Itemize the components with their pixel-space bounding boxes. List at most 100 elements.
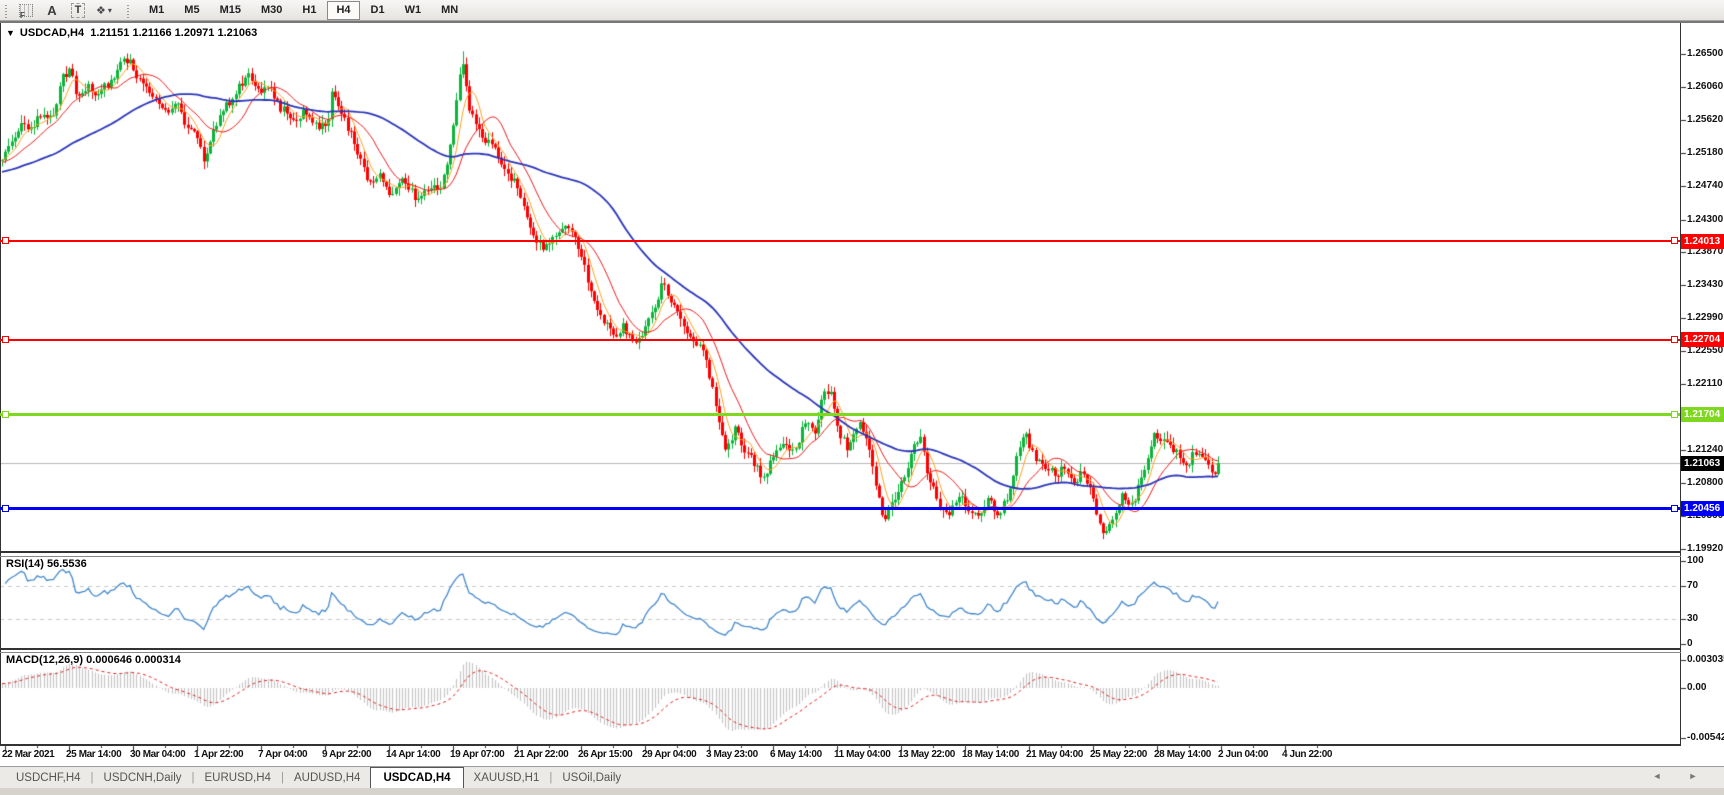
timeframe-mn[interactable]: MN — [441, 3, 459, 16]
date-label: 9 Apr 22:00 — [322, 749, 372, 760]
freehand-tool-icon[interactable]: F — [14, 1, 38, 20]
chart-tab-eurusd[interactable]: EURUSD,H4 — [204, 771, 271, 784]
price-axis-tick: 1.26060 — [1687, 81, 1724, 93]
price-axis-tick: 1.25180 — [1687, 147, 1724, 159]
tab-separator: | — [191, 771, 195, 784]
status-strip — [0, 788, 1724, 795]
chart-tab-xauusd[interactable]: XAUUSD,H1 — [473, 771, 540, 784]
chart-tab-usdcad[interactable]: USDCAD,H4 — [370, 767, 464, 788]
rsi-label: RSI(14) 56.5536 — [6, 558, 87, 570]
date-label: 11 May 04:00 — [834, 749, 891, 760]
date-label: 3 May 23:00 — [706, 749, 758, 760]
date-label: 30 Mar 04:00 — [130, 749, 186, 760]
timeframe-h4[interactable]: H4 — [327, 0, 360, 20]
price-axis-tick: 1.22550 — [1687, 345, 1724, 357]
date-label: 4 Jun 22:00 — [1282, 749, 1333, 760]
cycle-lines-tool-icon[interactable]: ❖ ▾ — [96, 4, 112, 17]
chart-tab-audusd[interactable]: AUDUSD,H4 — [293, 771, 361, 784]
date-label: 25 May 22:00 — [1090, 749, 1147, 760]
timeframe-m15[interactable]: M15 — [219, 3, 241, 16]
price-axis-tick: 1.23430 — [1687, 278, 1724, 290]
price-axis-tick: 1.22990 — [1687, 312, 1724, 324]
date-label: 6 May 14:00 — [770, 749, 822, 760]
date-label: 22 Mar 2021 — [2, 749, 55, 760]
toolbar: F A T ❖ ▾ M1 M5 M15 M30 H1 H4 D1 W1 MN — [0, 0, 1724, 21]
timeframe-d1[interactable]: D1 — [370, 3, 385, 16]
price-axis-tick: 1.24740 — [1687, 180, 1724, 192]
resistance-line-lower[interactable] — [0, 338, 1680, 341]
chart-title: ▼ USDCAD,H4 1.21151 1.21166 1.20971 1.210… — [6, 27, 257, 39]
price-axis-tick: 1.20800 — [1687, 476, 1724, 488]
blue-support-line[interactable] — [0, 507, 1680, 511]
chart-tab-usdcnh[interactable]: USDCNH,Daily — [103, 771, 182, 784]
symbol-period: USDCAD,H4 — [19, 27, 85, 39]
date-label: 29 Apr 04:00 — [642, 749, 697, 760]
timeframe-m5[interactable]: M5 — [184, 3, 200, 16]
chart-tab-bar: USDCHF,H4 | USDCNH,Daily | EURUSD,H4 | AUDUSD,… — [0, 766, 1724, 788]
date-label: 19 Apr 07:00 — [450, 749, 505, 760]
timeframe-m30[interactable]: M30 — [260, 3, 283, 16]
drawing-tools: F A T ❖ ▾ — [13, 1, 117, 20]
timeframe-w1[interactable]: W1 — [404, 3, 422, 16]
date-label: 21 Apr 22:00 — [514, 749, 569, 760]
macd-label: MACD(12,26,9) 0.000646 0.000314 — [6, 654, 181, 666]
timeframe-m1[interactable]: M1 — [149, 3, 165, 16]
line-handle-left[interactable] — [2, 237, 9, 245]
chart-tab-usdchf[interactable]: USDCHF,H4 — [16, 771, 81, 784]
price-level-label: 1.21704 — [1681, 407, 1724, 423]
price-axis-tick: 1.21240 — [1687, 443, 1724, 455]
rsi-axis-tick: 30 — [1687, 613, 1699, 625]
dropdown-caret-icon[interactable]: ▾ — [107, 5, 112, 15]
date-label: 14 Apr 14:00 — [386, 749, 441, 760]
macd-axis-tick: 0.003035 — [1687, 654, 1724, 665]
tab-separator: | — [90, 771, 94, 784]
date-label: 25 Mar 14:00 — [66, 749, 122, 760]
chart-tab-usoil[interactable]: USOil,Daily — [562, 771, 622, 784]
timeframe-h1[interactable]: H1 — [302, 3, 317, 16]
rsi-pane-bottom-border[interactable] — [0, 648, 1681, 650]
date-label: 18 May 14:00 — [962, 749, 1019, 760]
toolbar-grip-2[interactable] — [125, 2, 132, 18]
rsi-axis-tick: 0 — [1687, 638, 1693, 649]
date-label: 13 May 22:00 — [898, 749, 955, 760]
line-handle-right[interactable] — [1671, 237, 1678, 245]
price-level-label: 1.22704 — [1681, 332, 1724, 348]
line-handle-right[interactable] — [1671, 504, 1678, 512]
current-price-label: 1.21063 — [1681, 455, 1724, 471]
window-top-border — [0, 21, 1724, 23]
price-axis-tick: 1.23870 — [1687, 245, 1724, 257]
line-handle-right[interactable] — [1671, 335, 1678, 343]
rsi-axis-tick: 100 — [1687, 555, 1704, 566]
tab-separator: | — [549, 771, 553, 784]
text-label-tool-icon[interactable]: A — [47, 2, 57, 18]
green-level-line[interactable] — [0, 413, 1680, 417]
toolbar-grip[interactable] — [3, 2, 10, 18]
resistance-line-upper[interactable] — [0, 240, 1680, 243]
price-axis-tick: 1.22110 — [1687, 378, 1723, 390]
rsi-axis-tick: 70 — [1687, 579, 1699, 591]
price-axis-tick: 1.25620 — [1687, 114, 1724, 126]
line-handle-left[interactable] — [2, 504, 9, 512]
date-label: 21 May 04:00 — [1026, 749, 1083, 760]
tab-scroll-right-icon[interactable]: ► — [1688, 771, 1698, 781]
text-box-tool-icon[interactable]: T — [66, 1, 90, 19]
rsi-pane-top-border — [0, 556, 1681, 557]
macd-pane-top-border — [0, 652, 1681, 653]
macd-pane-bottom-border — [0, 744, 1681, 746]
line-handle-left[interactable] — [2, 410, 9, 418]
date-label: 7 Apr 04:00 — [258, 749, 308, 760]
macd-axis-tick: -0.005429 — [1687, 732, 1724, 744]
ohlc-quotes: 1.21151 1.21166 1.20971 1.21063 — [90, 27, 258, 39]
tab-scroll-left-icon[interactable]: ◄ — [1652, 771, 1662, 781]
timeframe-buttons: M1 M5 M15 M30 H1 H4 D1 W1 MN — [139, 0, 468, 20]
main-pane-bottom-border[interactable] — [0, 551, 1681, 553]
line-handle-left[interactable] — [2, 335, 9, 343]
macd-axis-tick: 0.00 — [1687, 682, 1707, 693]
date-label: 28 May 14:00 — [1154, 749, 1211, 760]
date-label: 26 Apr 15:00 — [578, 749, 633, 760]
line-handle-right[interactable] — [1671, 410, 1678, 418]
chart-menu-icon[interactable]: ▼ — [6, 28, 15, 38]
tab-separator: | — [280, 771, 284, 784]
